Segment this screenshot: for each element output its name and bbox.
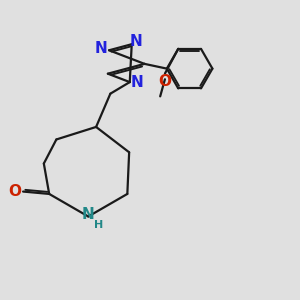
Text: N: N (130, 34, 143, 49)
Text: N: N (130, 75, 143, 90)
Text: N: N (95, 41, 108, 56)
Text: O: O (8, 184, 21, 199)
Text: H: H (94, 220, 103, 230)
Text: O: O (158, 74, 171, 89)
Text: N: N (82, 207, 94, 222)
